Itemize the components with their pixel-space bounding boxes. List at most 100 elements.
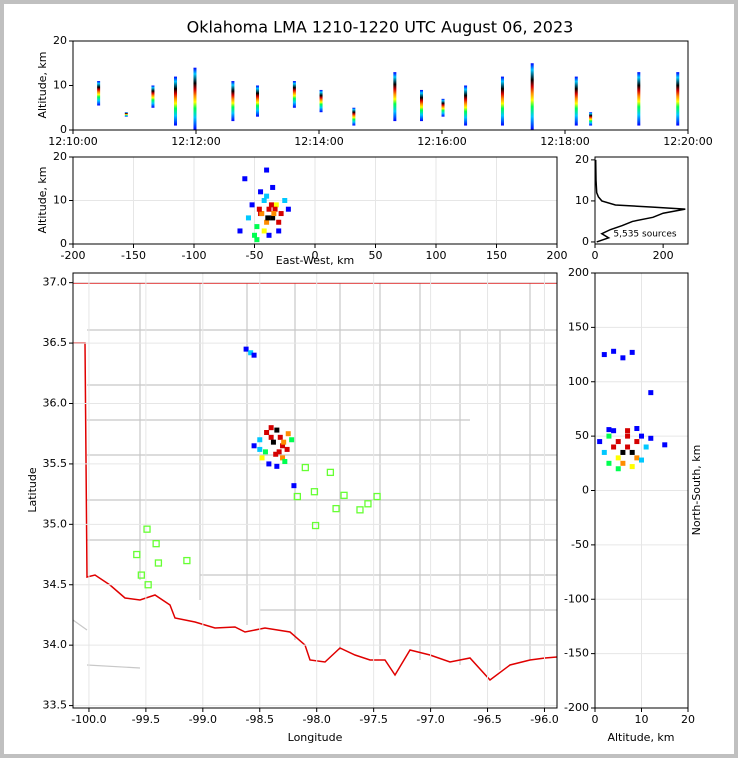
x-tick-label: -99.0 — [189, 713, 217, 726]
source-column — [500, 76, 504, 126]
source-point — [629, 449, 635, 455]
source-point — [625, 433, 631, 439]
source-point — [601, 449, 607, 455]
source-point — [276, 219, 282, 225]
source-point — [266, 206, 272, 212]
source-point — [245, 215, 251, 221]
source-point — [291, 483, 297, 489]
source-point — [643, 444, 649, 450]
x-tick-label: -96.5 — [473, 713, 501, 726]
station — [332, 504, 340, 513]
x-axis-label: Altitude, km — [607, 731, 674, 744]
y-tick-label: 20 — [575, 153, 589, 166]
source-point — [254, 224, 260, 230]
y-tick-label: 100 — [568, 375, 589, 388]
source-point — [258, 189, 264, 195]
source-point — [261, 198, 267, 203]
x-tick-label: -98.5 — [246, 713, 274, 726]
y-tick-label: 200 — [568, 266, 589, 279]
x-axis-label: Longitude — [288, 731, 343, 744]
source-point — [597, 439, 603, 445]
y-tick-label: 20 — [53, 150, 67, 163]
y-tick-label: 0 — [582, 484, 589, 497]
y-tick-label: 33.5 — [43, 699, 68, 712]
source-point — [629, 349, 635, 355]
source-point — [278, 211, 284, 217]
x-tick-label: -98.0 — [302, 713, 330, 726]
x-tick-label: 12:12:00 — [171, 135, 220, 148]
source-point — [648, 435, 654, 441]
source-point — [273, 451, 279, 457]
station — [133, 550, 141, 559]
y-tick-label: 35.5 — [43, 457, 68, 470]
x-tick-label: 100 — [426, 249, 447, 262]
source-point — [615, 455, 621, 461]
source-point — [264, 167, 270, 173]
source-point — [256, 206, 262, 212]
source-column — [124, 112, 128, 117]
station — [340, 491, 348, 499]
source-point — [237, 228, 243, 234]
station — [373, 492, 381, 501]
source-point — [276, 228, 282, 234]
source-point — [611, 348, 617, 354]
source-point — [273, 202, 279, 208]
station — [154, 559, 163, 567]
plot-frame — [72, 272, 558, 709]
x-tick-label: 12:10:00 — [48, 135, 97, 148]
source-point — [251, 352, 257, 358]
source-column — [464, 85, 468, 126]
source-point — [639, 457, 644, 463]
source-point — [257, 446, 263, 452]
x-axis-label: East-West, km — [276, 254, 354, 267]
source-point — [268, 202, 274, 208]
source-point — [259, 455, 265, 461]
source-point — [606, 460, 612, 466]
x-tick-label: -96.0 — [530, 713, 558, 726]
source-point — [266, 461, 272, 467]
y-tick-label: 34.5 — [43, 578, 68, 591]
y-tick-label: 10 — [53, 194, 67, 207]
y-axis-label: Altitude, km — [36, 166, 49, 233]
station — [183, 556, 191, 565]
x-tick-label: -50 — [246, 249, 264, 262]
source-point — [265, 215, 271, 221]
x-tick-label: 150 — [486, 249, 507, 262]
source-point — [248, 350, 254, 356]
source-point — [268, 434, 274, 440]
y-tick-label: 20 — [53, 34, 67, 47]
source-column — [420, 89, 423, 122]
x-tick-label: 0 — [592, 713, 599, 726]
source-point — [249, 202, 255, 208]
source-column — [441, 98, 445, 117]
x-tick-label: 20 — [681, 713, 695, 726]
x-tick-label: 50 — [369, 249, 383, 262]
station — [326, 468, 335, 477]
plot-frame — [594, 272, 689, 709]
x-tick-label: 200 — [547, 249, 568, 262]
source-point — [281, 439, 287, 445]
source-point — [264, 219, 270, 225]
source-point — [270, 215, 276, 221]
y-tick-label: -100 — [564, 592, 589, 605]
y-axis-label: North-South, km — [690, 445, 703, 536]
source-point — [264, 430, 270, 435]
x-tick-label: 12:14:00 — [294, 135, 343, 148]
source-point — [261, 228, 267, 234]
y-tick-label: 35.0 — [43, 517, 68, 530]
y-tick-label: -50 — [571, 538, 589, 551]
source-column — [292, 81, 296, 108]
source-point — [242, 176, 248, 182]
y-axis-label: Latitude — [26, 467, 39, 513]
source-point — [268, 425, 274, 431]
source-point — [259, 211, 265, 217]
source-point — [620, 449, 626, 455]
x-tick-label: -150 — [121, 249, 146, 262]
y-tick-label: 10 — [53, 79, 67, 92]
x-tick-label: -99.5 — [132, 713, 160, 726]
x-tick-label: -100.0 — [71, 713, 106, 726]
source-point — [254, 237, 260, 243]
source-column — [151, 85, 155, 108]
x-tick-label: 10 — [635, 713, 649, 726]
